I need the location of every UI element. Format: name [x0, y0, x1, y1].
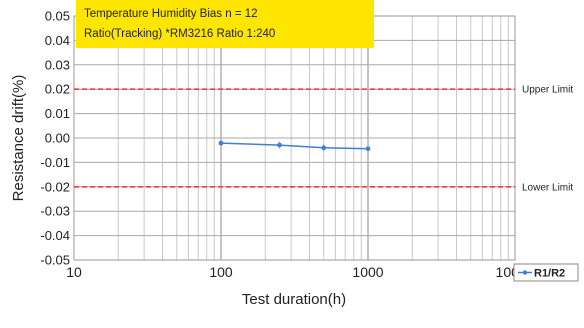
- y-tick-label: 0.05: [45, 9, 70, 24]
- info-line-2: Ratio(Tracking) *RM3216 Ratio 1:240: [84, 28, 275, 40]
- series-layer: [218, 140, 371, 153]
- y-tick-label: 0.02: [45, 82, 70, 97]
- data-point: [218, 140, 224, 146]
- y-tick-label: -0.03: [40, 204, 70, 219]
- info-line-1: Temperature Humidity Bias n = 12: [84, 8, 258, 20]
- x-tick-label: 100: [209, 264, 233, 280]
- data-point: [365, 146, 371, 152]
- limit-label: Upper Limit: [522, 85, 573, 96]
- x-tick-label: 1000: [352, 264, 383, 280]
- legend-label: R1/R2: [534, 268, 565, 280]
- x-tick-label: 10: [66, 264, 82, 280]
- legend-marker: [522, 270, 528, 275]
- series-line: [220, 142, 369, 150]
- y-tick-label: -0.02: [40, 179, 70, 194]
- info-box: Temperature Humidity Bias n = 12 Ratio(T…: [76, 0, 374, 48]
- legend: R1/R2: [513, 263, 579, 282]
- y-tick-label: 0.04: [45, 33, 70, 48]
- y-axis-title: Resistance drift(%): [10, 75, 27, 202]
- y-tick-label: -0.04: [40, 228, 70, 243]
- y-tick-label: 0.01: [45, 106, 70, 121]
- limit-label: Lower Limit: [522, 182, 573, 193]
- limit-lines: Upper Limit Lower Limit: [74, 85, 573, 193]
- data-point: [277, 142, 282, 148]
- legend-box: [513, 263, 579, 282]
- x-axis-title: Test duration(h): [242, 291, 346, 308]
- y-tick-label: -0.01: [40, 155, 70, 170]
- y-tick-label: 0.00: [45, 131, 70, 146]
- info-box-background: [76, 0, 374, 48]
- y-tick-label: -0.05: [40, 253, 70, 268]
- data-point: [321, 145, 327, 151]
- y-tick-label: 0.03: [45, 57, 70, 72]
